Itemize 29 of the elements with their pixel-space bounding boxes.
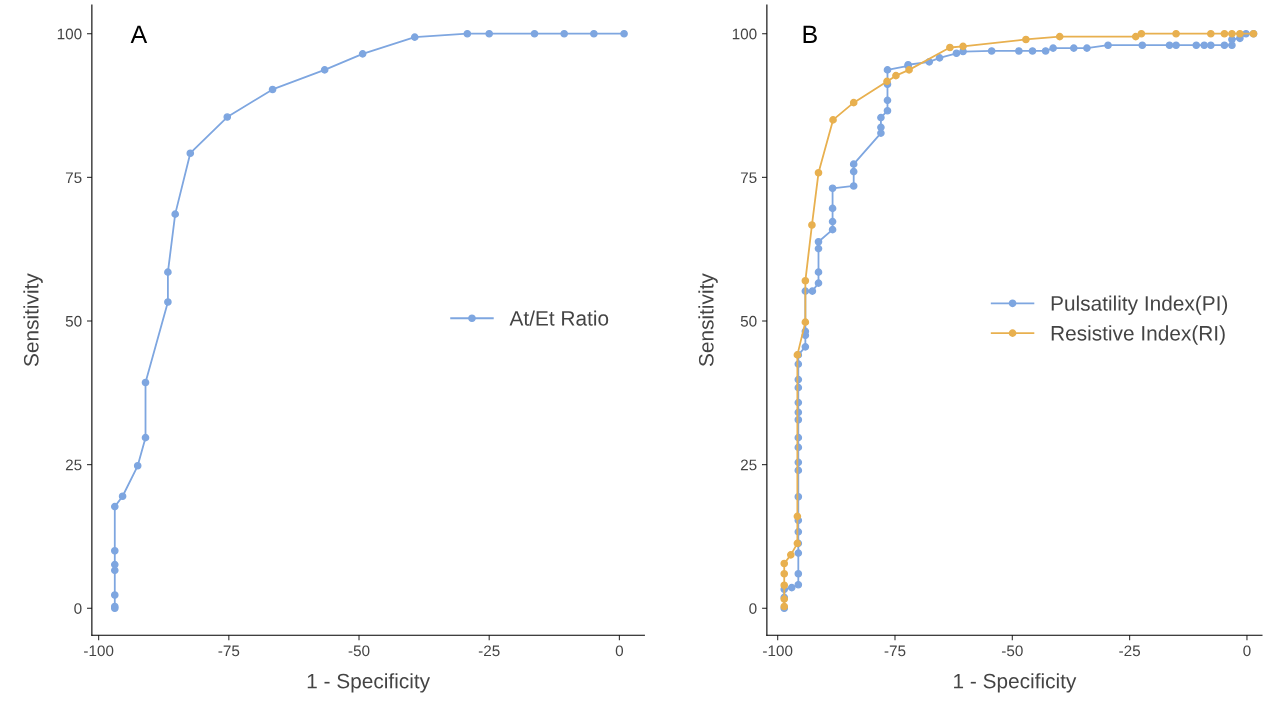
legend-label: Resistive Index(RI) [1051,325,1225,345]
annotation: B [803,25,817,43]
x-tick-label: -100 [84,645,114,657]
x-axis-title: 1 - Specificity [954,673,1077,693]
y-tick-label: 50 [65,315,82,327]
x-tick-label: 0 [1243,645,1251,657]
y-tick-label: 75 [740,172,757,184]
y-tick-label: 25 [740,459,757,471]
y-tick-label: 75 [65,172,82,184]
x-tick-label: -50 [348,645,370,657]
y-tick-label: 100 [57,28,82,40]
legend-label: Pulsatility Index(PI) [1051,295,1228,315]
y-axis-title: Sensitivity [23,273,43,367]
x-tick-label: -75 [218,645,240,657]
legend-label: At/Et Ratio [509,310,609,326]
y-tick-label: 0 [749,603,757,614]
y-tick-label: 50 [740,315,757,327]
y-axis-title: Sensitivity [698,273,718,367]
y-tick-label: 25 [65,459,82,471]
x-tick-label: -50 [1001,645,1023,657]
x-tick-label: -25 [478,645,500,657]
y-tick-label: 0 [74,603,82,614]
y-tick-label: 100 [732,28,757,40]
x-tick-label: -25 [1119,645,1141,657]
x-axis-title: 1 - Specificity [307,673,431,693]
x-tick-label: 0 [615,645,624,657]
annotation: A [130,25,148,43]
x-tick-label: -100 [763,645,793,657]
x-tick-label: -75 [884,645,906,657]
